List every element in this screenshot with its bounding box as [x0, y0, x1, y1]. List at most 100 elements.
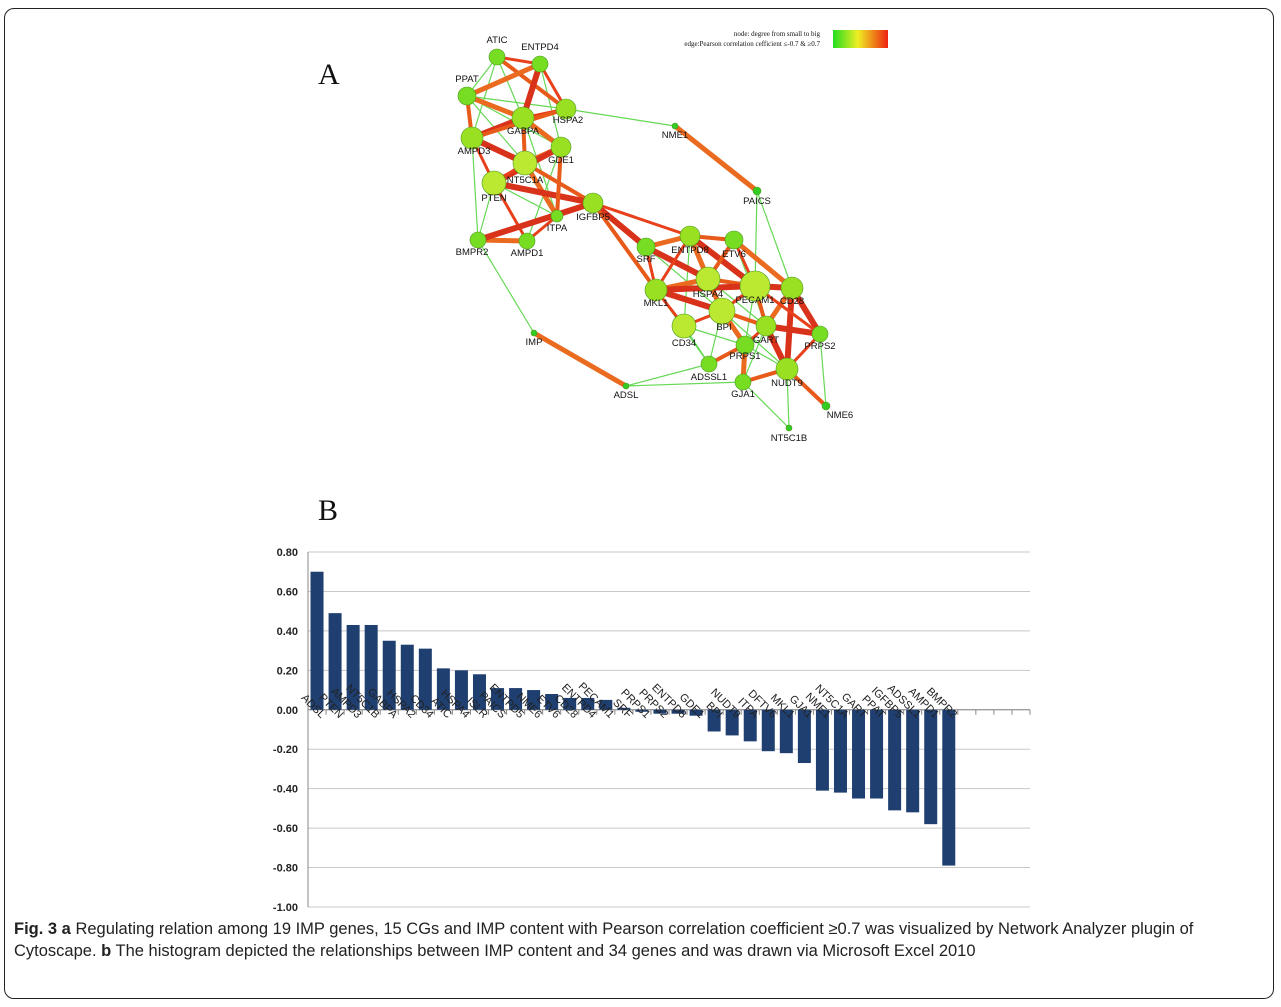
bar	[797, 709, 811, 764]
caption-label-a: Fig. 3 a	[14, 920, 71, 938]
network-node-label: ETV6	[722, 249, 746, 260]
network-node	[811, 325, 829, 343]
network-node-label: ENTPD8	[671, 245, 708, 256]
network-node-label: SRF	[637, 254, 656, 265]
network-node	[582, 192, 604, 214]
bar	[418, 648, 432, 710]
network-node-label: PPAT	[455, 74, 479, 85]
network-node-label: HSPA4	[693, 289, 723, 300]
network-node	[512, 150, 538, 176]
legend-edge-text: edge:Pearson correlation cefficient ≤-0.…	[684, 40, 820, 48]
network-node	[700, 355, 718, 373]
y-tick-label: -0.40	[273, 784, 298, 796]
network-node	[518, 232, 536, 250]
bar	[635, 709, 649, 712]
network-node	[755, 315, 777, 337]
network-node	[530, 329, 538, 337]
network-node-label: AMPD3	[458, 146, 491, 157]
network-node	[708, 297, 736, 325]
panel-b-letter: B	[318, 494, 339, 527]
edge-thin	[477, 239, 535, 334]
network-node	[752, 186, 762, 196]
network-node	[469, 231, 487, 249]
bar	[581, 697, 595, 710]
edge-strong	[672, 123, 760, 194]
network-node-label: BMPR2	[456, 247, 489, 258]
edge-strong	[555, 145, 563, 218]
legend-color-bar	[833, 30, 888, 48]
bar	[888, 709, 902, 811]
edge-thin	[721, 310, 788, 370]
bar	[472, 674, 486, 710]
legend-node-text: node: degree from small to big	[733, 30, 820, 38]
network-node-label: PTEN	[481, 193, 506, 204]
edge-thin	[471, 56, 498, 139]
edge-strong	[531, 330, 629, 389]
edge-strong	[731, 237, 795, 291]
edge-thin	[742, 381, 790, 429]
network-node	[724, 230, 744, 250]
network-node	[531, 55, 549, 73]
network-node-label: MKL1	[644, 298, 669, 309]
network-node-label: GART	[753, 335, 779, 346]
network-node	[644, 278, 668, 302]
edge-thin	[819, 333, 827, 407]
bar	[310, 571, 324, 710]
bar	[328, 613, 342, 710]
figure-frame	[4, 8, 1274, 999]
network-node	[550, 136, 572, 158]
network-node-label: BPI	[716, 322, 731, 333]
edge-strong	[464, 61, 543, 99]
bar	[382, 640, 396, 710]
bar	[815, 709, 829, 791]
edge-strong	[475, 200, 596, 243]
network-node	[780, 276, 804, 300]
bar	[852, 709, 866, 799]
caption-text-b: The histogram depicted the relationships…	[111, 942, 976, 960]
y-tick-label: 0.60	[277, 586, 298, 598]
edge-thin	[539, 63, 562, 148]
bar	[671, 709, 685, 714]
figure-caption: Fig. 3 a Regulating relation among 19 IM…	[14, 918, 1264, 962]
edge-strong	[590, 200, 649, 250]
edge-thin	[625, 381, 744, 387]
network-node-label: ADSL	[614, 390, 639, 401]
network-node-label: GJA1	[731, 389, 755, 400]
y-tick-label: -0.20	[273, 744, 298, 756]
network-node	[775, 357, 799, 381]
network-node-label: ITPA	[547, 223, 568, 234]
network-node-label: AMPD1	[511, 248, 544, 259]
network-node-label: CD34	[672, 338, 696, 349]
network-node-label: PAICS	[743, 196, 771, 207]
network-node-label: NT5C1B	[771, 433, 807, 444]
y-tick-label: 0.20	[277, 665, 298, 677]
network-node	[785, 424, 793, 432]
edge-strong	[491, 180, 596, 206]
network-node	[555, 98, 577, 120]
caption-label-b: b	[101, 942, 112, 960]
bar	[346, 624, 360, 710]
y-tick-label: 0.40	[277, 626, 298, 638]
bar	[545, 694, 559, 710]
edge-strong	[591, 201, 692, 238]
network-node	[511, 106, 535, 130]
network-node-label: NUDT9	[771, 378, 803, 389]
network-node-label: ENTPD4	[521, 42, 558, 53]
network-node-label: HSPA2	[553, 115, 583, 126]
network-node-label: IGFBP5	[576, 212, 610, 223]
bar	[454, 670, 468, 710]
network-node-label: ADSSL1	[691, 372, 727, 383]
edge-thin	[625, 363, 710, 387]
bar	[743, 709, 757, 742]
network-node	[460, 126, 484, 150]
network-node-label: IMP	[526, 337, 543, 348]
network-node	[622, 382, 630, 390]
edge-thin	[466, 95, 567, 110]
edge-strong	[591, 201, 658, 292]
network-node-label: GDE1	[548, 155, 574, 166]
network-node-label: NT5C1A	[507, 175, 544, 186]
network-node	[481, 170, 507, 196]
bar	[725, 709, 739, 736]
bar	[779, 709, 793, 754]
bar	[707, 709, 721, 732]
